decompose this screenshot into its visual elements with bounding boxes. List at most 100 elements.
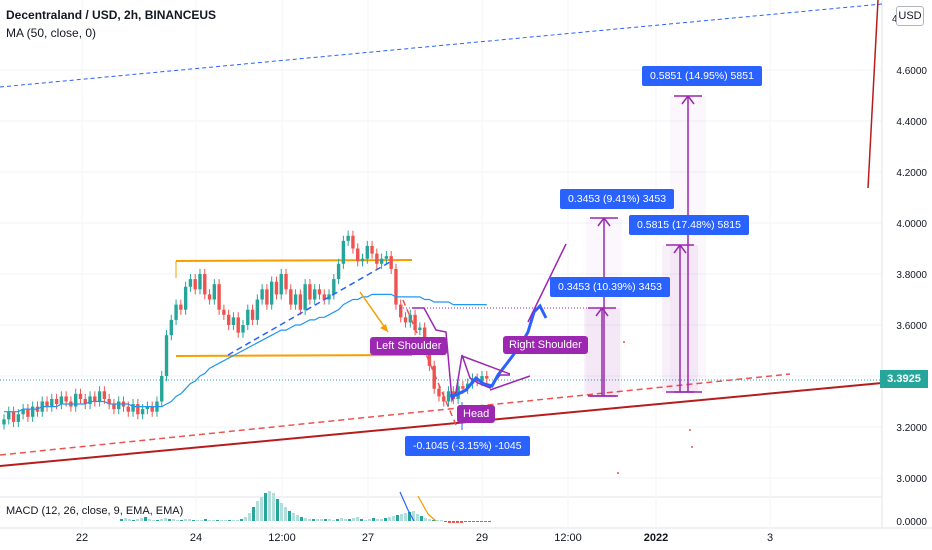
measure-label-1[interactable]: 0.5851 (14.95%) 5851 bbox=[642, 66, 762, 86]
support-trend-line bbox=[0, 382, 883, 467]
candle bbox=[2, 414, 6, 430]
macd-bar bbox=[416, 514, 419, 521]
measure-label-4[interactable]: 0.3453 (10.39%) 3453 bbox=[550, 277, 670, 297]
spike-line bbox=[867, 0, 879, 189]
macd-bar bbox=[288, 511, 291, 521]
macd-bar bbox=[316, 519, 319, 521]
macd-bar bbox=[476, 521, 479, 522]
macd-tick-label: 0.0000 bbox=[896, 517, 927, 528]
candle-body bbox=[480, 376, 484, 382]
candle-body bbox=[422, 327, 427, 343]
projection-target-line bbox=[527, 243, 567, 323]
candle bbox=[274, 276, 279, 300]
marker-dot bbox=[617, 472, 619, 474]
candle bbox=[375, 248, 379, 269]
right-shoulder-line bbox=[461, 355, 511, 375]
candle-body bbox=[64, 396, 68, 402]
measure-label-2[interactable]: 0.3453 (9.41%) 3453 bbox=[560, 189, 675, 209]
candle bbox=[327, 289, 331, 305]
measure-label-5[interactable]: -0.1045 (-3.15%) -1045 bbox=[405, 436, 530, 456]
macd-bar bbox=[320, 519, 323, 521]
support-dashed-line bbox=[0, 373, 791, 456]
candle-body bbox=[231, 317, 236, 325]
macd-bar bbox=[216, 520, 219, 521]
candle bbox=[145, 401, 150, 415]
head-label[interactable]: Head bbox=[457, 405, 496, 423]
macd-bar bbox=[284, 507, 287, 521]
macd-bar bbox=[396, 515, 399, 521]
macd-bar bbox=[428, 519, 431, 521]
candle-body bbox=[140, 409, 145, 415]
candle bbox=[74, 388, 78, 412]
candle bbox=[164, 330, 169, 382]
candle-body bbox=[389, 256, 393, 269]
candle bbox=[279, 268, 283, 300]
macd-bar bbox=[212, 520, 215, 521]
candle-body bbox=[284, 274, 288, 290]
macd-bar bbox=[444, 521, 447, 522]
macd-bar bbox=[200, 520, 203, 521]
macd-bar bbox=[484, 521, 487, 522]
candle bbox=[384, 251, 389, 264]
candle-body bbox=[365, 245, 369, 259]
candle bbox=[83, 393, 87, 410]
candle bbox=[203, 268, 207, 300]
candle bbox=[442, 391, 446, 407]
candle bbox=[231, 312, 236, 331]
macd-bar bbox=[180, 520, 183, 521]
candle bbox=[131, 398, 135, 417]
macd-bar bbox=[376, 519, 379, 521]
macd-bar bbox=[184, 519, 187, 521]
candle-body bbox=[11, 411, 16, 422]
candle bbox=[188, 274, 193, 292]
measure-label-3[interactable]: 0.5815 (17.48%) 5815 bbox=[629, 215, 749, 235]
macd-bar bbox=[356, 517, 359, 521]
candle-body bbox=[74, 393, 78, 407]
macd-bar bbox=[176, 520, 179, 521]
candle bbox=[260, 284, 264, 305]
macd-line bbox=[399, 491, 415, 522]
candle bbox=[117, 396, 121, 415]
candle bbox=[356, 243, 360, 267]
candle bbox=[217, 279, 221, 315]
candle-body bbox=[341, 240, 346, 264]
candle bbox=[198, 268, 202, 295]
candle bbox=[11, 406, 16, 427]
candle bbox=[150, 401, 154, 417]
macd-bar bbox=[232, 520, 235, 521]
candle-body bbox=[183, 286, 188, 310]
candle bbox=[394, 263, 398, 310]
macd-bar bbox=[336, 519, 339, 521]
candle bbox=[308, 279, 312, 305]
candle-body bbox=[150, 406, 154, 412]
macd-bar bbox=[172, 519, 175, 521]
candle bbox=[298, 289, 303, 315]
candle bbox=[370, 240, 374, 259]
candle-body bbox=[188, 279, 193, 287]
macd-bar bbox=[188, 519, 191, 521]
candle-body bbox=[279, 274, 283, 295]
macd-bar bbox=[292, 513, 295, 521]
candle-body bbox=[356, 248, 360, 262]
projection-path bbox=[449, 303, 548, 398]
currency-button[interactable]: USD bbox=[896, 6, 924, 26]
candle bbox=[408, 309, 412, 328]
macd-bar bbox=[124, 518, 127, 521]
y-tick-label: 3.8000 bbox=[896, 270, 927, 281]
ma-indicator-label[interactable]: MA (50, close, 0) bbox=[6, 26, 97, 40]
macd-bar bbox=[364, 520, 367, 521]
right-shoulder-label[interactable]: Right Shoulder bbox=[503, 336, 588, 354]
arrow-line bbox=[359, 291, 389, 333]
macd-indicator-label[interactable]: MACD (12, 26, close, 9, EMA, EMA) bbox=[6, 505, 184, 517]
candle-body bbox=[298, 294, 303, 310]
candle-body bbox=[246, 309, 250, 325]
left-shoulder-label[interactable]: Left Shoulder bbox=[370, 337, 448, 355]
macd-bar bbox=[488, 521, 491, 522]
candle-body bbox=[346, 235, 350, 241]
candle-body bbox=[117, 401, 121, 410]
candlesticks bbox=[2, 230, 489, 430]
candle bbox=[269, 276, 274, 310]
candle-body bbox=[131, 404, 135, 412]
candle bbox=[45, 396, 49, 412]
